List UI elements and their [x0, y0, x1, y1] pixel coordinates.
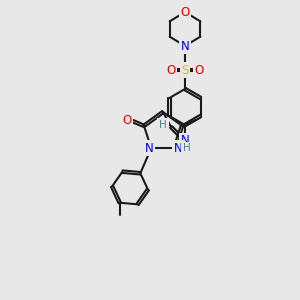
- Text: O: O: [194, 64, 204, 76]
- Text: N: N: [181, 40, 189, 52]
- Text: H: H: [159, 120, 167, 130]
- Text: N: N: [173, 142, 182, 155]
- Text: O: O: [167, 64, 176, 76]
- Text: O: O: [122, 114, 132, 127]
- Text: N: N: [145, 142, 154, 155]
- Text: O: O: [180, 5, 190, 19]
- Text: N: N: [181, 134, 189, 148]
- Text: S: S: [181, 64, 189, 76]
- Text: H: H: [183, 143, 190, 153]
